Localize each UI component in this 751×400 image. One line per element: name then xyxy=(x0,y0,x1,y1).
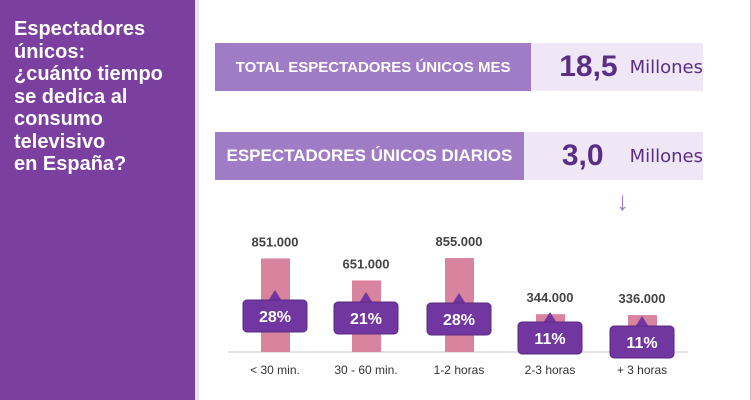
stat-value: 18,5 xyxy=(559,50,618,83)
percent-badge xyxy=(242,299,308,333)
badge-pointer xyxy=(543,312,557,323)
percent-label: 28% xyxy=(259,309,291,326)
percent-badge xyxy=(426,302,492,336)
page-title: Espectadores únicos: ¿cuánto tiempo se d… xyxy=(14,18,163,175)
value-label: 851.000 xyxy=(252,234,299,249)
badge-pointer xyxy=(452,293,466,304)
badge-pointer xyxy=(635,316,649,327)
percent-badge xyxy=(333,301,399,335)
value-label: 344.000 xyxy=(527,290,574,305)
category-label: 2-3 horas xyxy=(525,363,576,377)
category-label: 1-2 horas xyxy=(434,363,485,377)
badge-pointer xyxy=(359,292,373,303)
stat-value: 3,0 xyxy=(561,139,604,172)
stat-label: TOTAL ESPECTADORES ÚNICOS MES xyxy=(215,43,532,91)
stat-unit: Millones xyxy=(629,145,703,167)
percent-badge xyxy=(517,321,583,355)
stat-monthly: TOTAL ESPECTADORES ÚNICOS MES 18,5 Millon… xyxy=(215,43,703,91)
percent-label: 21% xyxy=(350,311,382,328)
stat-label: ESPECTADORES ÚNICOS DIARIOS xyxy=(215,132,524,180)
value-label: 855.000 xyxy=(436,234,483,249)
category-label: + 3 horas xyxy=(617,363,667,377)
arrow-down-icon: ↓ xyxy=(616,186,629,216)
percent-label: 11% xyxy=(534,331,565,348)
percent-badge xyxy=(609,325,675,359)
badge-pointer xyxy=(268,290,282,301)
category-label: 30 - 60 min. xyxy=(334,363,397,377)
sidebar-panel: Espectadores únicos: ¿cuánto tiempo se d… xyxy=(0,0,199,400)
stat-daily: ESPECTADORES ÚNICOS DIARIOS 3,0 Millones xyxy=(215,132,703,180)
percent-label: 28% xyxy=(443,312,475,329)
value-label: 336.000 xyxy=(619,291,666,306)
percent-label: 11% xyxy=(626,335,657,352)
stat-unit: Millones xyxy=(629,56,703,78)
category-label: < 30 min. xyxy=(250,363,300,377)
value-label: 651.000 xyxy=(343,256,390,271)
